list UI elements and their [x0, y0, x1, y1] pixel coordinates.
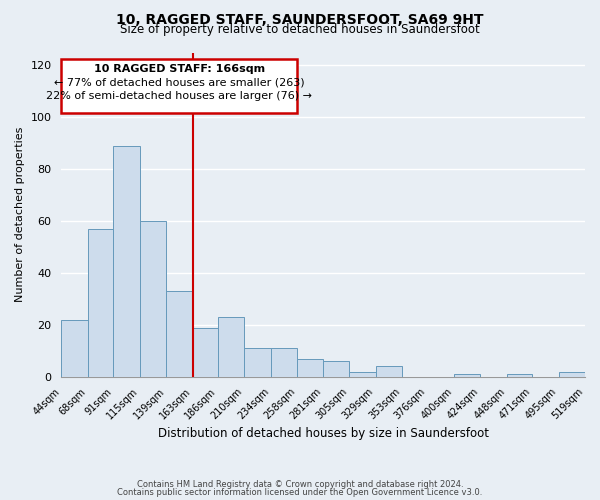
Bar [61, 320, 88, 377]
Bar [349, 372, 376, 377]
Bar [193, 328, 218, 377]
Text: 10, RAGGED STAFF, SAUNDERSFOOT, SA69 9HT: 10, RAGGED STAFF, SAUNDERSFOOT, SA69 9HT [116, 12, 484, 26]
Text: Contains public sector information licensed under the Open Government Licence v3: Contains public sector information licen… [118, 488, 482, 497]
Text: 10 RAGGED STAFF: 166sqm: 10 RAGGED STAFF: 166sqm [94, 64, 265, 74]
Text: ← 77% of detached houses are smaller (263): ← 77% of detached houses are smaller (26… [54, 77, 305, 87]
Y-axis label: Number of detached properties: Number of detached properties [15, 127, 25, 302]
Bar [88, 229, 113, 377]
Bar [376, 366, 402, 377]
Bar [271, 348, 297, 377]
Bar [559, 372, 585, 377]
Text: 22% of semi-detached houses are larger (76) →: 22% of semi-detached houses are larger (… [46, 92, 313, 102]
Bar [166, 291, 193, 377]
Bar [507, 374, 532, 377]
Text: Size of property relative to detached houses in Saundersfoot: Size of property relative to detached ho… [120, 22, 480, 36]
FancyBboxPatch shape [61, 59, 297, 114]
Bar [323, 361, 349, 377]
Bar [244, 348, 271, 377]
Bar [297, 358, 323, 377]
Text: Contains HM Land Registry data © Crown copyright and database right 2024.: Contains HM Land Registry data © Crown c… [137, 480, 463, 489]
Bar [140, 221, 166, 377]
Bar [218, 317, 244, 377]
X-axis label: Distribution of detached houses by size in Saundersfoot: Distribution of detached houses by size … [158, 427, 489, 440]
Bar [454, 374, 480, 377]
Bar [113, 146, 140, 377]
